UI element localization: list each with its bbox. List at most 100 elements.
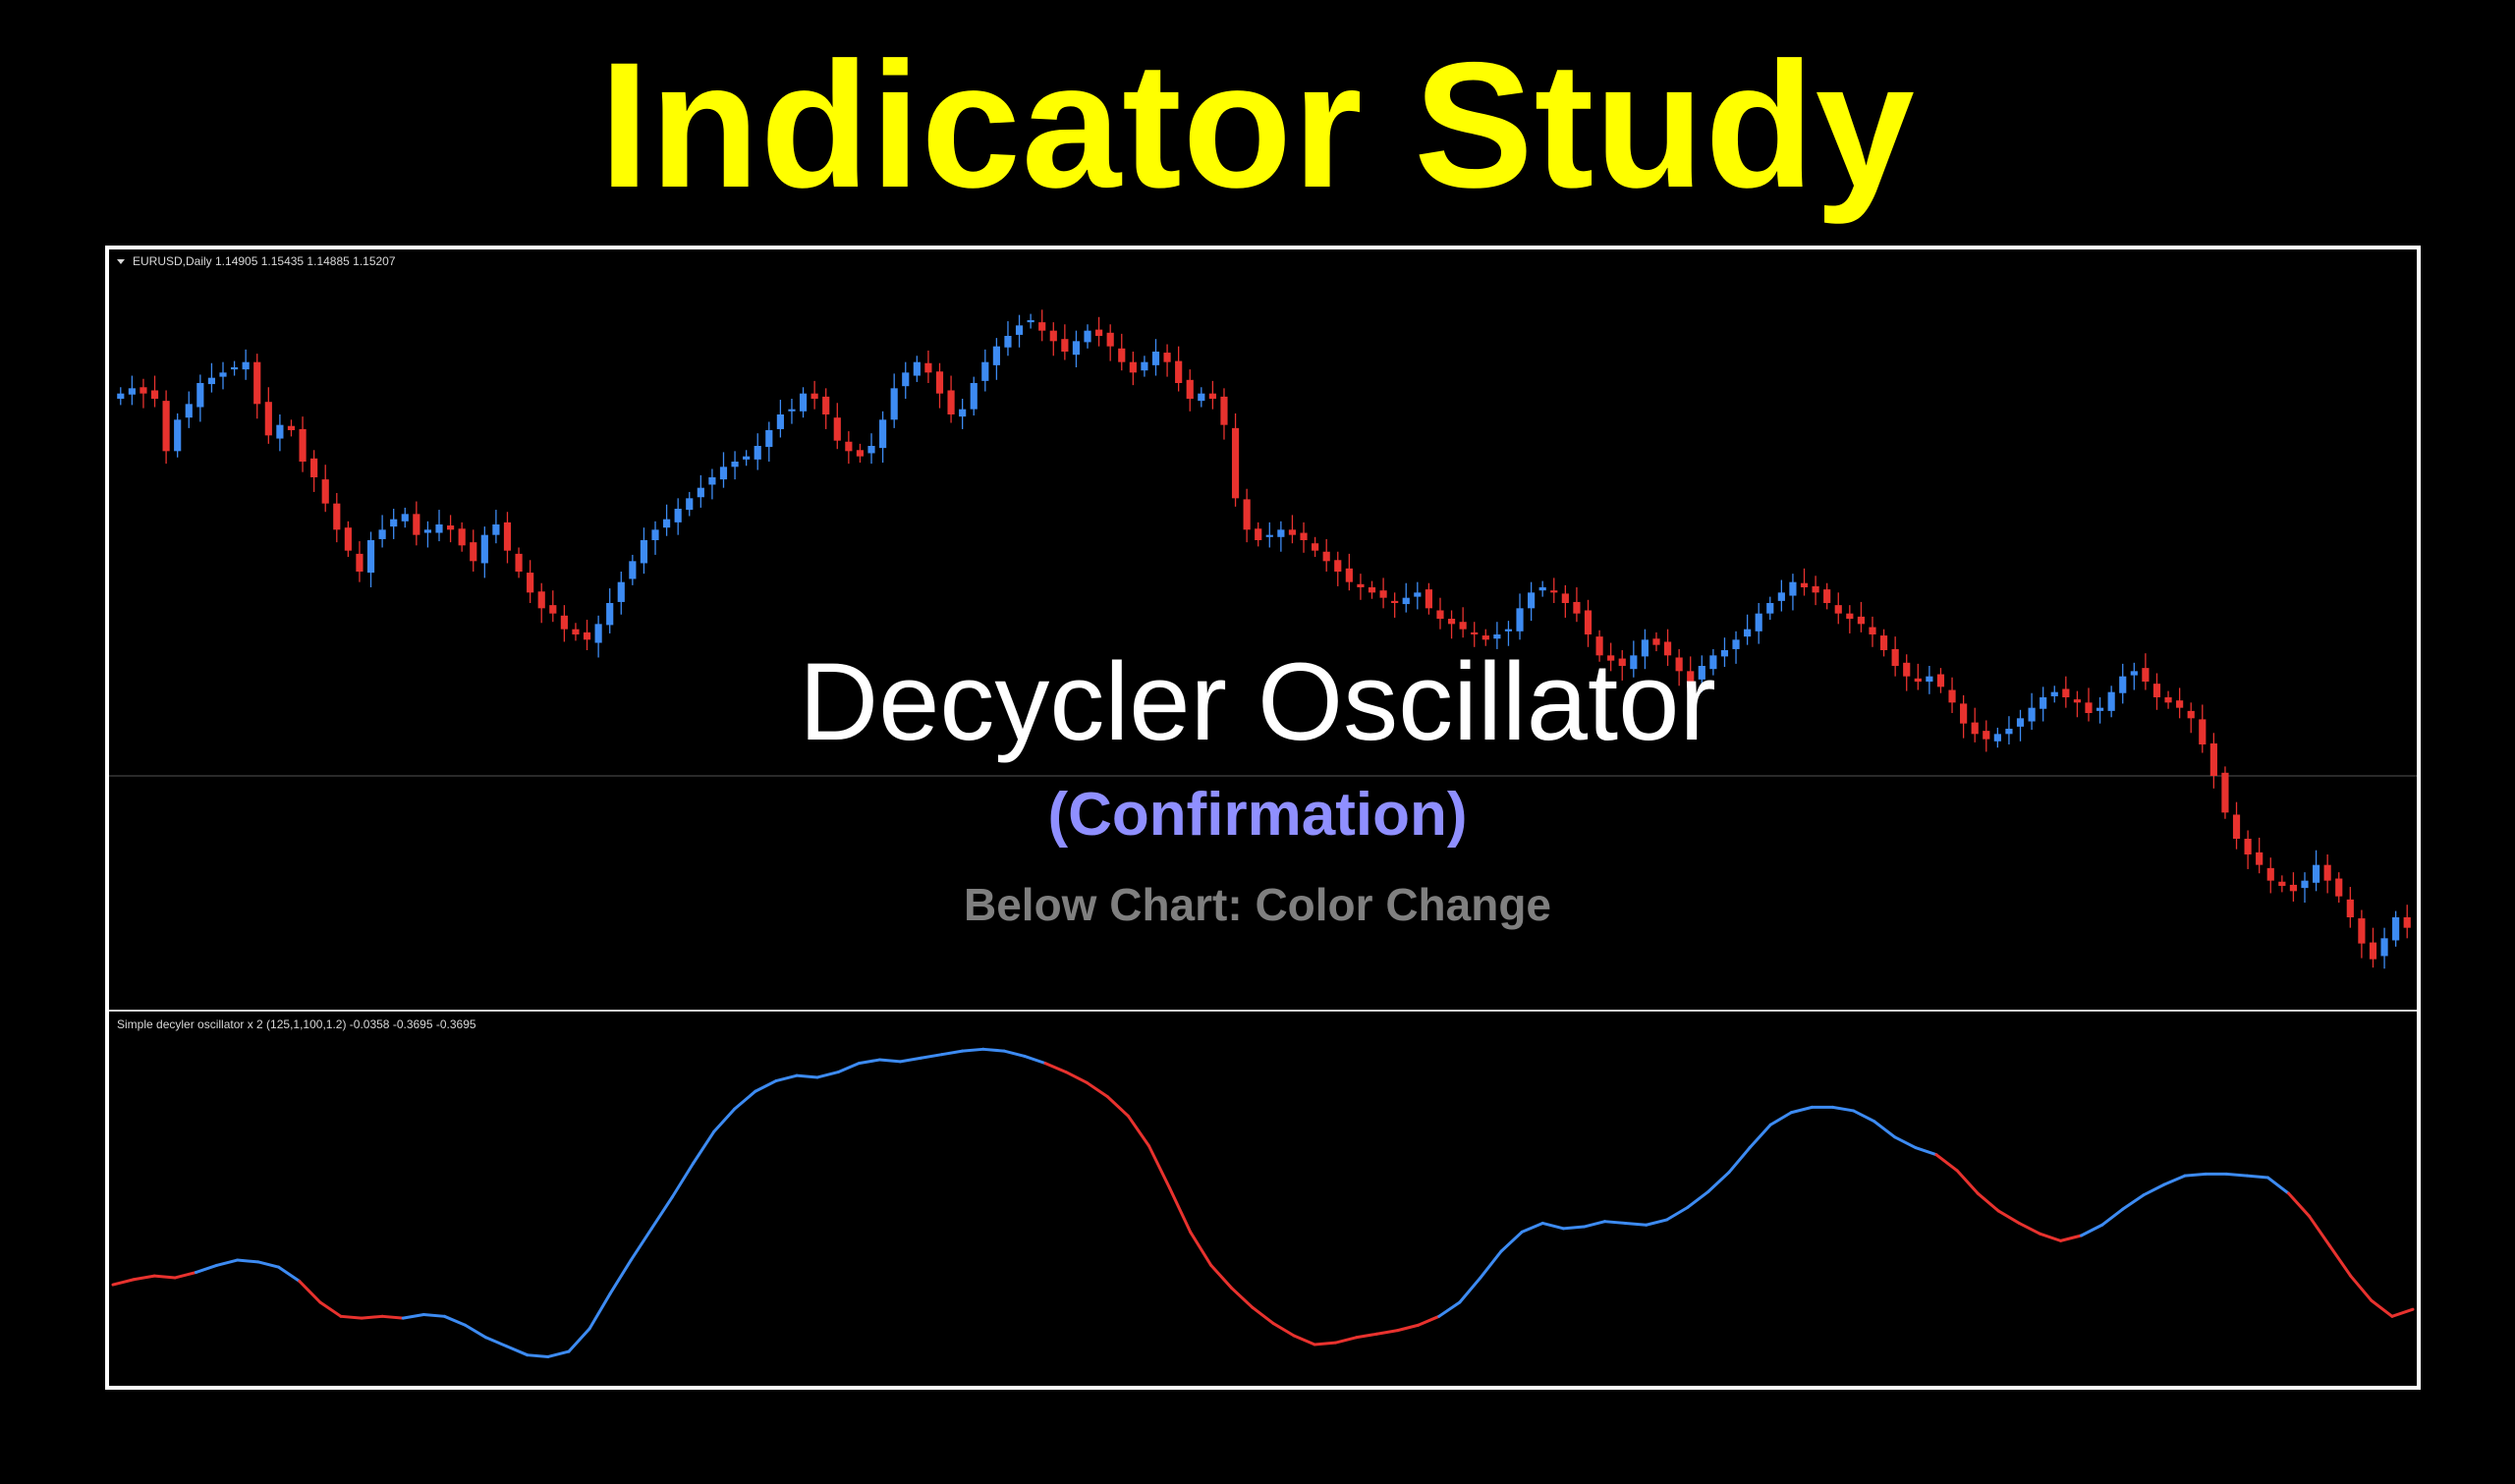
candle-body [1118, 348, 1126, 362]
oscillator-segment [526, 1353, 550, 1358]
candle-body [1493, 634, 1501, 639]
candle-body [1312, 543, 1319, 551]
candle-body [867, 446, 875, 454]
candle-body [1038, 322, 1046, 331]
oscillator-segment [401, 1313, 425, 1320]
candle-body [435, 524, 443, 533]
overlay-note: Below Chart: Color Change [963, 879, 1552, 930]
oscillator-segment [857, 1058, 881, 1066]
candle-body [1993, 734, 2001, 742]
candle-body [788, 409, 796, 412]
candle-body [276, 424, 284, 439]
candle-body [1936, 674, 1945, 687]
candle-body [1709, 655, 1717, 670]
oscillator-segment [1499, 1230, 1524, 1253]
candle-body [2209, 742, 2217, 776]
overlay-subtitle: (Confirmation) [1047, 781, 1468, 849]
oscillator-segment [318, 1300, 343, 1318]
candle-body [1471, 632, 1479, 634]
oscillator-segment [464, 1323, 488, 1340]
oscillator-segment [608, 1258, 633, 1295]
candle-body [480, 534, 488, 564]
candle-body [2346, 899, 2354, 917]
candle-body [1652, 638, 1660, 645]
candle-body [1368, 587, 1376, 593]
overlay-title: Decycler Oscillator [799, 640, 1716, 763]
oscillator-segment [360, 1314, 384, 1320]
candle-body [2221, 772, 2229, 813]
candle-body [2152, 684, 2161, 697]
candle-body [492, 524, 500, 535]
oscillator-segment [649, 1195, 674, 1231]
candle-body [1345, 568, 1353, 582]
candle-body [754, 446, 761, 460]
candle-body [1823, 589, 1831, 603]
candle-body [1663, 641, 1672, 656]
candle-body [2301, 880, 2309, 889]
candle-body [2028, 707, 2036, 722]
candle-body [1550, 590, 1558, 593]
candle-body [1231, 427, 1240, 499]
candle-body [1584, 610, 1593, 634]
candle-body [2392, 917, 2400, 941]
candle-body [1243, 499, 1251, 530]
candle-body [1414, 592, 1422, 597]
oscillator-segment [1602, 1220, 1628, 1225]
candle-body [378, 529, 386, 539]
candle-body [651, 529, 659, 540]
oscillator-segment [2328, 1244, 2353, 1278]
candle-body [1220, 396, 1228, 425]
oscillator-segment [2183, 1172, 2208, 1178]
oscillator-segment [1540, 1221, 1565, 1231]
oscillator-segment [733, 1089, 757, 1111]
candle-body [617, 581, 625, 602]
candle-body [2164, 697, 2172, 703]
oscillator-segment [2121, 1193, 2146, 1211]
candle-body [1846, 613, 1854, 619]
candle-body [1960, 703, 1968, 724]
oscillator-segment [1768, 1111, 1793, 1127]
oscillator-segment [1872, 1120, 1897, 1139]
candle-body [992, 346, 1000, 365]
candle-body [287, 425, 296, 430]
oscillator-segment [236, 1258, 260, 1264]
oscillator-segment [836, 1062, 861, 1074]
candle-body [879, 419, 887, 449]
candle-body [185, 404, 193, 418]
oscillator-segment [2142, 1182, 2166, 1197]
candle-body [2176, 700, 2184, 708]
candle-body [219, 372, 227, 377]
candle-body [1357, 583, 1365, 587]
candle-body [1891, 648, 1899, 666]
candle-body [1288, 529, 1297, 535]
oscillator-segment [421, 1313, 446, 1318]
candle-body [743, 456, 751, 460]
candle-body [674, 509, 682, 522]
oscillator-segment [214, 1258, 240, 1267]
oscillator-segment [2224, 1172, 2249, 1178]
candle-body [2005, 729, 2013, 735]
candle-body [1720, 650, 1729, 657]
oscillator-segment [1064, 1071, 1089, 1084]
candle-body [629, 561, 637, 579]
oscillator-segment [1624, 1221, 1649, 1227]
oscillator-segment [877, 1058, 902, 1064]
candle-body [310, 458, 318, 477]
candle-body [924, 362, 932, 373]
oscillator-segment [774, 1073, 799, 1083]
candle-body [1561, 593, 1569, 603]
oscillator-segment [1417, 1314, 1441, 1327]
oscillator-segment [111, 1278, 136, 1287]
candle-body [2016, 718, 2025, 727]
candle-body [1879, 635, 1888, 650]
candle-body [1687, 671, 1695, 682]
oscillator-segment [2038, 1232, 2062, 1242]
oscillator-segment [1706, 1171, 1731, 1193]
candle-body [947, 390, 955, 414]
candle-body [1265, 534, 1273, 537]
candle-body [2107, 691, 2115, 711]
oscillator-segment [1934, 1153, 1959, 1173]
oscillator-segment [629, 1227, 653, 1262]
candle-body [356, 553, 363, 572]
candle-body [2073, 699, 2082, 703]
